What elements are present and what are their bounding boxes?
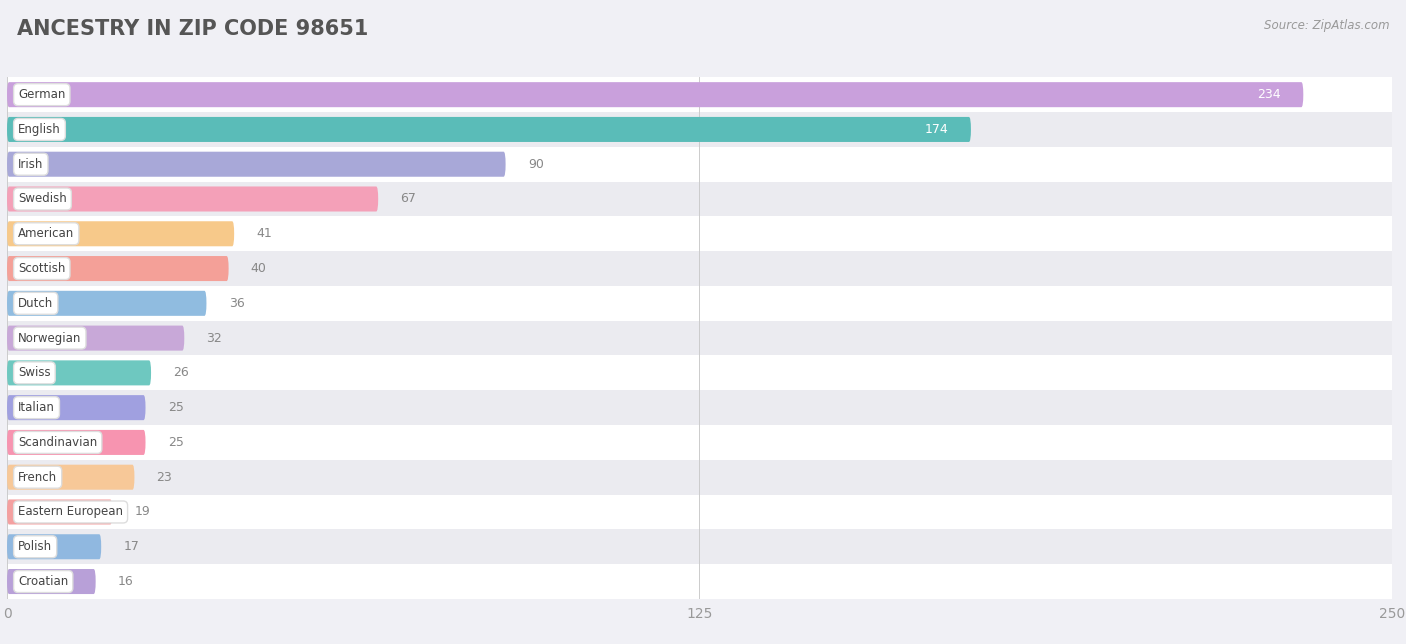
FancyBboxPatch shape <box>7 361 150 385</box>
FancyBboxPatch shape <box>7 187 378 211</box>
FancyBboxPatch shape <box>7 395 146 420</box>
Text: 41: 41 <box>256 227 273 240</box>
Bar <box>7 460 1392 495</box>
Text: Scandinavian: Scandinavian <box>18 436 97 449</box>
Text: Polish: Polish <box>18 540 52 553</box>
Bar <box>7 77 1392 112</box>
FancyBboxPatch shape <box>7 291 207 316</box>
FancyBboxPatch shape <box>7 326 184 350</box>
Text: German: German <box>18 88 66 101</box>
Text: 32: 32 <box>207 332 222 345</box>
Bar <box>7 390 1392 425</box>
FancyBboxPatch shape <box>7 256 229 281</box>
Text: Dutch: Dutch <box>18 297 53 310</box>
Text: Swedish: Swedish <box>18 193 67 205</box>
FancyBboxPatch shape <box>7 500 112 524</box>
Bar <box>7 355 1392 390</box>
Text: 23: 23 <box>156 471 173 484</box>
Text: Croatian: Croatian <box>18 575 69 588</box>
FancyBboxPatch shape <box>7 569 96 594</box>
Text: 40: 40 <box>250 262 267 275</box>
Text: 234: 234 <box>1257 88 1281 101</box>
Text: 67: 67 <box>401 193 416 205</box>
Text: French: French <box>18 471 58 484</box>
Text: ANCESTRY IN ZIP CODE 98651: ANCESTRY IN ZIP CODE 98651 <box>17 19 368 39</box>
Text: 25: 25 <box>167 401 184 414</box>
Text: Eastern European: Eastern European <box>18 506 124 518</box>
Bar <box>7 425 1392 460</box>
Bar <box>7 147 1392 182</box>
FancyBboxPatch shape <box>7 152 506 176</box>
FancyBboxPatch shape <box>7 465 135 489</box>
Bar <box>7 251 1392 286</box>
Text: English: English <box>18 123 60 136</box>
Text: 16: 16 <box>118 575 134 588</box>
Text: Norwegian: Norwegian <box>18 332 82 345</box>
Text: American: American <box>18 227 75 240</box>
Text: Source: ZipAtlas.com: Source: ZipAtlas.com <box>1264 19 1389 32</box>
Text: 26: 26 <box>173 366 188 379</box>
Bar <box>7 286 1392 321</box>
Bar <box>7 529 1392 564</box>
Bar <box>7 321 1392 355</box>
Text: 90: 90 <box>527 158 544 171</box>
FancyBboxPatch shape <box>7 222 235 246</box>
FancyBboxPatch shape <box>7 535 101 559</box>
Text: Italian: Italian <box>18 401 55 414</box>
Bar <box>7 216 1392 251</box>
FancyBboxPatch shape <box>7 117 972 142</box>
FancyBboxPatch shape <box>7 82 1303 107</box>
Text: Scottish: Scottish <box>18 262 66 275</box>
Bar <box>7 112 1392 147</box>
FancyBboxPatch shape <box>7 430 146 455</box>
Text: Swiss: Swiss <box>18 366 51 379</box>
Bar <box>7 495 1392 529</box>
Bar <box>7 564 1392 599</box>
Text: 19: 19 <box>135 506 150 518</box>
Text: Irish: Irish <box>18 158 44 171</box>
Text: 174: 174 <box>925 123 949 136</box>
Text: 36: 36 <box>229 297 245 310</box>
Text: 17: 17 <box>124 540 139 553</box>
Text: 25: 25 <box>167 436 184 449</box>
Bar <box>7 182 1392 216</box>
